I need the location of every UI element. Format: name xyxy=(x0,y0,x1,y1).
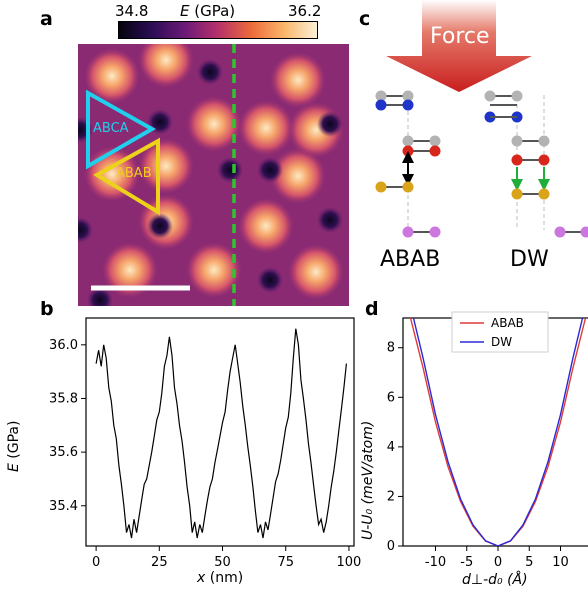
atom-gray xyxy=(511,135,523,147)
chart-d-ytick-label: 4 xyxy=(387,440,395,455)
dw-stack-label: DW xyxy=(510,247,549,272)
panel-letter-b: b xyxy=(40,298,54,320)
chart-d-legend xyxy=(451,311,549,353)
bright-domain-spot xyxy=(186,96,242,152)
atom-gold xyxy=(538,188,550,200)
atom-gold xyxy=(402,181,414,193)
colorbar-max-label: 36.2 xyxy=(288,2,322,20)
atom-gray xyxy=(402,135,414,147)
atom-red xyxy=(511,154,523,166)
atom-red xyxy=(538,154,550,166)
dark-node-spot xyxy=(87,287,113,306)
chart-b-xtick-label: 75 xyxy=(277,555,294,570)
chart-d-ylabel: U-U₀ (meV/atom) xyxy=(360,420,376,540)
atom-gold xyxy=(375,181,387,193)
chart-d-ytick-label: 2 xyxy=(387,489,395,504)
chart-b-xtick-label: 100 xyxy=(337,555,362,570)
panel-letter-c: c xyxy=(359,8,371,30)
chart-d-ytick-label: 6 xyxy=(387,390,395,405)
chart-b-xlabel-unit: (nm) xyxy=(205,570,244,586)
chart-d-xtick-label: 10 xyxy=(552,555,569,570)
chart-d-xtick-label: 0 xyxy=(494,555,502,570)
bright-domain-spot xyxy=(238,198,294,254)
dark-node-spot xyxy=(317,111,343,137)
chart-d-xtick-label: -10 xyxy=(425,555,446,570)
legend-label-abab: ABAB xyxy=(491,316,524,330)
abab-stack xyxy=(375,90,441,238)
chart-b-xtick-label: 50 xyxy=(214,555,231,570)
atom-gray xyxy=(402,90,414,102)
bright-domain-spot xyxy=(186,242,242,298)
chart-d-series-dw xyxy=(412,318,584,546)
colorbar-min-label: 34.8 xyxy=(115,2,149,20)
chart-b-frame xyxy=(85,317,355,547)
atom-gray xyxy=(484,90,496,102)
chart-d-series-abab xyxy=(409,318,587,546)
bright-domain-spot xyxy=(288,244,344,300)
force-label: Force xyxy=(430,24,490,49)
chart-d-ytick-label: 8 xyxy=(387,341,395,356)
bright-domain-spot xyxy=(102,242,158,298)
bright-domain-spot xyxy=(270,52,326,108)
chart-d-ytick-label: 0 xyxy=(387,539,395,554)
chart-b-ytick-label: 35.6 xyxy=(49,445,78,460)
atom-blue xyxy=(402,99,414,111)
chart-b-ytick-label: 35.8 xyxy=(49,391,78,406)
chart-d-xlabel: d⊥-d₀ (Å) xyxy=(462,572,528,588)
abab-label: ABAB xyxy=(116,166,152,181)
chart-b-series-line xyxy=(95,328,347,539)
panel-letter-a: a xyxy=(40,8,53,30)
atom-gray xyxy=(429,135,441,147)
bright-domain-spot xyxy=(138,138,194,194)
dark-node-spot xyxy=(257,267,283,293)
abca-triangle xyxy=(86,89,157,170)
abca-label: ABCA xyxy=(93,121,129,136)
chart-b-xtick-label: 25 xyxy=(151,555,168,570)
dark-node-spot xyxy=(317,207,343,233)
atom-red xyxy=(429,145,441,157)
dw-stack xyxy=(484,90,588,238)
atom-gray xyxy=(511,90,523,102)
colorbar xyxy=(118,21,318,39)
chart-b-xlabel: x (nm) xyxy=(197,570,243,586)
chart-b-ytick-label: 36.0 xyxy=(49,338,78,353)
dark-node-spot xyxy=(257,157,283,183)
chart-b-ytick-label: 35.4 xyxy=(49,499,78,514)
atom-violet xyxy=(402,226,414,238)
dark-node-spot xyxy=(78,217,93,243)
bright-domain-spot xyxy=(84,48,140,104)
chart-b-xtick-label: 0 xyxy=(92,555,100,570)
atom-gray xyxy=(538,135,550,147)
atom-violet xyxy=(429,226,441,238)
dark-node-spot xyxy=(217,157,243,183)
force-arrow xyxy=(386,0,532,92)
atom-gray xyxy=(375,90,387,102)
bright-domain-spot xyxy=(238,100,294,156)
chart-d-xtick-label: 5 xyxy=(525,555,533,570)
bright-domain-spot xyxy=(138,44,194,88)
panel-letter-d: d xyxy=(365,298,379,320)
colorbar-title: E (GPa) xyxy=(180,2,235,20)
colorbar-title-var: E xyxy=(180,2,190,20)
abab-triangle xyxy=(93,137,160,216)
legend-label-dw: DW xyxy=(491,335,513,349)
colorbar-title-unit: (GPa) xyxy=(189,2,236,20)
dark-node-spot xyxy=(197,59,223,85)
dark-node-spot xyxy=(147,213,173,239)
atom-violet xyxy=(554,226,566,238)
atom-blue xyxy=(375,99,387,111)
chart-d-xtick-label: -5 xyxy=(460,555,473,570)
atom-violet xyxy=(580,226,588,238)
abab-stack-label: ABAB xyxy=(380,247,441,272)
chart-b-xlabel-var: x xyxy=(197,570,206,586)
atom-gold xyxy=(511,188,523,200)
bright-domain-spot xyxy=(270,148,326,204)
